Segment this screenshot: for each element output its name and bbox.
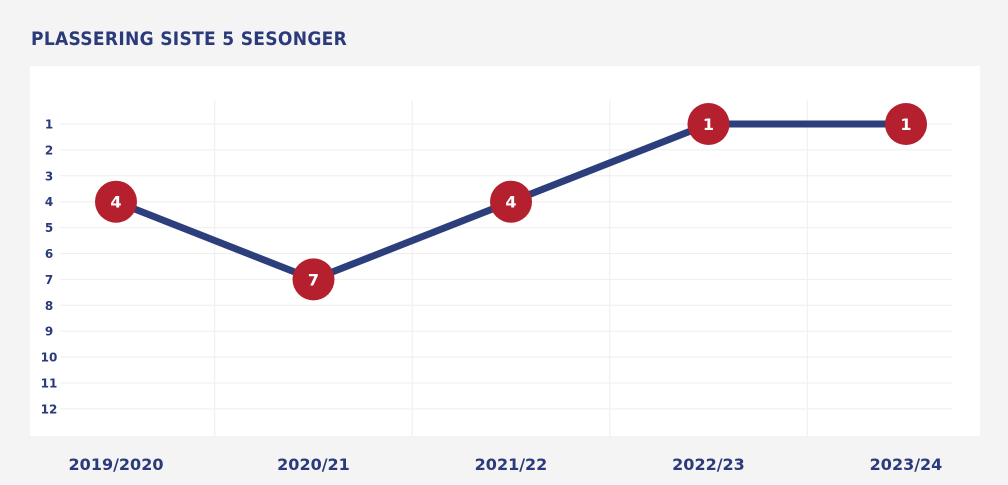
- data-point-label: 1: [703, 115, 714, 134]
- data-point-marker: [885, 103, 927, 145]
- data-point-marker: [490, 180, 532, 223]
- y-tick-label: 6: [45, 247, 53, 261]
- y-tick-label: 7: [45, 273, 53, 287]
- y-tick-label: 10: [41, 351, 58, 365]
- data-point-marker: [95, 180, 137, 223]
- data-point-marker: [292, 258, 335, 301]
- y-tick-label: 3: [45, 169, 53, 183]
- x-axis-ticks: 2019/2020 2020/21 2021/22 2022/23 2023/24: [69, 455, 943, 474]
- data-point-label: 7: [308, 270, 319, 289]
- y-tick-label: 2: [45, 143, 53, 157]
- data-point-marker: [687, 103, 730, 145]
- y-tick-label: 1: [45, 118, 53, 132]
- x-tick-label: 2022/23: [672, 455, 745, 474]
- data-point-label: 1: [900, 115, 911, 134]
- y-tick-label: 11: [41, 377, 58, 391]
- y-tick-label: 4: [45, 195, 53, 209]
- data-point-label: 4: [505, 193, 516, 212]
- plot-panel: [30, 66, 980, 436]
- y-tick-label: 8: [45, 299, 53, 313]
- data-markers: 4 7 4 1 1: [95, 103, 927, 301]
- x-tick-label: 2023/24: [870, 455, 943, 474]
- chart-title: PLASSERING SISTE 5 SESONGER: [31, 28, 348, 50]
- x-tick-label: 2020/21: [277, 455, 350, 474]
- y-tick-label: 12: [41, 402, 58, 416]
- x-tick-label: 2021/22: [475, 455, 548, 474]
- y-tick-label: 9: [45, 325, 53, 339]
- y-tick-label: 5: [45, 221, 53, 235]
- grid: [60, 100, 952, 436]
- x-tick-label: 2019/2020: [69, 455, 164, 474]
- data-point-label: 4: [110, 193, 121, 212]
